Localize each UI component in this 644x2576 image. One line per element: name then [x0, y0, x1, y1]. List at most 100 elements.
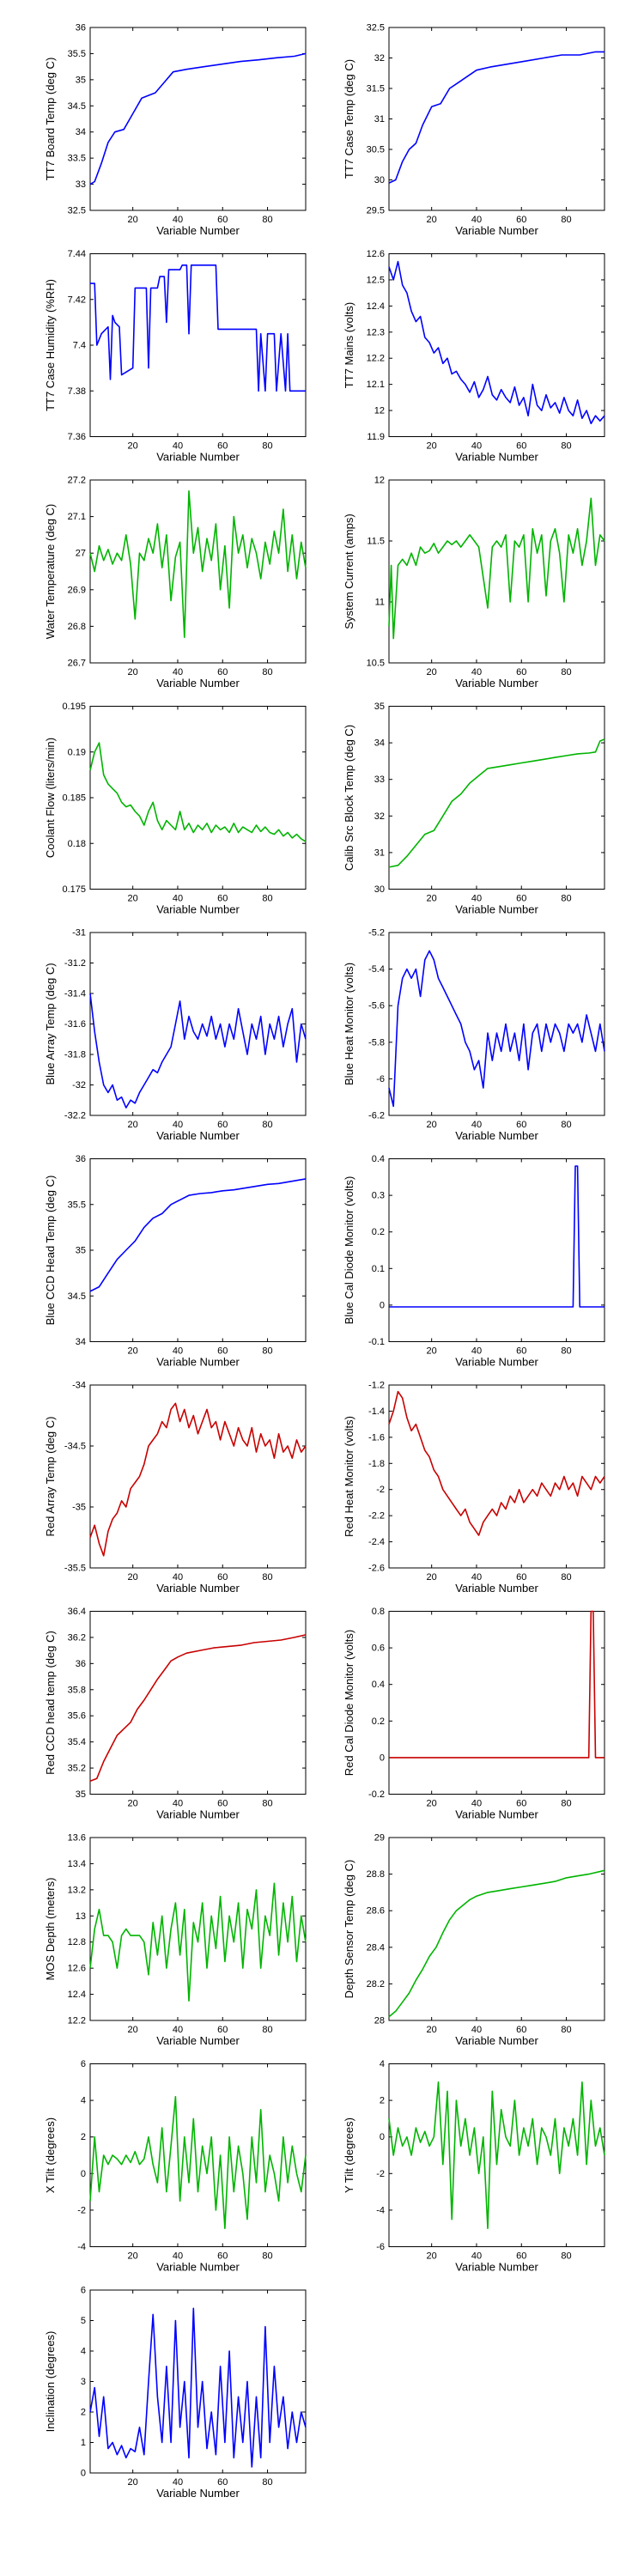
- y-tick-label: 4: [81, 2096, 86, 2106]
- series-line: [89, 1634, 307, 1783]
- y-tick-label: 12.6: [367, 249, 385, 259]
- y-tick-label: 7.4: [73, 341, 86, 351]
- series-line: [388, 950, 605, 1108]
- x-tick-label: 60: [516, 1799, 526, 1809]
- y-tick-label: -6: [376, 1074, 385, 1084]
- y-tick-label: 0.18: [68, 839, 86, 849]
- axes-box: [89, 253, 307, 437]
- y-tick-label: 28: [374, 2016, 385, 2026]
- y-tick-label: 0.195: [62, 702, 86, 712]
- x-tick-label: 80: [262, 2251, 272, 2262]
- y-tick-label: -31.2: [64, 958, 86, 969]
- y-tick-label: -31: [72, 928, 86, 939]
- y-tick-label: 30: [374, 884, 385, 895]
- y-tick-label: 0: [380, 1753, 385, 1763]
- axes-box: [89, 1837, 307, 2021]
- x-axis-label: Variable Number: [156, 2034, 240, 2047]
- chart-panel: 28 28.2 28.4 28.6 28.8 29 20 40 60 80 Variable Num…: [343, 1833, 605, 2047]
- x-tick-label: 80: [561, 2251, 571, 2262]
- y-tick-label: 11.9: [367, 432, 385, 442]
- x-tick-label: 80: [262, 2025, 272, 2035]
- axes-box: [388, 932, 605, 1116]
- x-tick-label: 80: [262, 894, 272, 904]
- x-axis-label: Variable Number: [156, 2487, 240, 2500]
- x-tick-label: 60: [217, 1120, 228, 1130]
- y-tick-label: 2: [380, 2096, 385, 2106]
- x-axis-label: Variable Number: [455, 1129, 538, 1142]
- chart-panel: 0 1 2 3 4 5 6 20 40 60 80 Variable Number Inclinatio…: [44, 2286, 307, 2500]
- y-tick-label: -1.2: [368, 1381, 385, 1391]
- x-tick-label: 40: [173, 894, 183, 904]
- y-tick-label: 4: [380, 2059, 385, 2069]
- series-line: [89, 489, 307, 639]
- axes-box: [89, 2063, 307, 2247]
- y-tick-label: 35.6: [68, 1711, 86, 1722]
- y-axis-label: X Tilt (degrees): [44, 2117, 57, 2193]
- y-tick-label: 27.1: [68, 512, 86, 522]
- y-tick-label: -2: [77, 2205, 86, 2215]
- y-tick-label: 12.6: [68, 1964, 86, 1974]
- series-line: [389, 1610, 605, 1759]
- x-tick-label: 60: [217, 441, 228, 452]
- x-tick-label: 40: [173, 1572, 183, 1583]
- x-axis-label: Variable Number: [455, 2261, 538, 2274]
- x-tick-label: 60: [217, 2477, 228, 2488]
- y-tick-label: -5.4: [368, 964, 385, 975]
- x-tick-label: 20: [128, 1572, 138, 1583]
- y-tick-label: 31.5: [367, 84, 385, 94]
- y-tick-label: 36.4: [68, 1607, 86, 1617]
- axes-box: [89, 1611, 307, 1795]
- series-line: [388, 260, 605, 425]
- y-tick-label: -5.2: [368, 928, 385, 939]
- y-tick-label: 35: [76, 1246, 86, 1256]
- x-tick-label: 20: [128, 1346, 138, 1357]
- y-axis-label: Red Array Temp (deg C): [44, 1417, 57, 1537]
- y-axis-label: Calib Src Block Temp (deg C): [343, 725, 355, 871]
- y-tick-label: 0.6: [372, 1643, 385, 1654]
- y-tick-label: 7.42: [68, 295, 86, 305]
- y-tick-label: 31: [374, 848, 385, 858]
- y-tick-label: 0.8: [372, 1607, 385, 1617]
- y-tick-label: -0.1: [368, 1337, 385, 1347]
- y-tick-label: 29.5: [367, 206, 385, 216]
- y-tick-label: 35: [76, 75, 86, 85]
- x-tick-label: 20: [128, 2251, 138, 2262]
- x-tick-label: 40: [173, 441, 183, 452]
- x-tick-label: 80: [561, 441, 571, 452]
- y-axis-label: Blue Array Temp (deg C): [44, 963, 57, 1084]
- y-tick-label: 2: [81, 2132, 86, 2142]
- y-tick-label: 27.2: [68, 476, 86, 486]
- y-tick-label: 33.5: [68, 154, 86, 164]
- x-tick-label: 40: [471, 667, 482, 677]
- x-tick-label: 60: [217, 1572, 228, 1583]
- y-tick-label: 0.4: [372, 1154, 385, 1164]
- y-tick-label: 12.8: [68, 1937, 86, 1947]
- x-tick-label: 20: [427, 441, 437, 452]
- y-tick-label: -31.4: [64, 989, 86, 999]
- x-tick-label: 60: [217, 2025, 228, 2035]
- x-tick-label: 60: [516, 2025, 526, 2035]
- series-line: [89, 2096, 307, 2229]
- x-tick-label: 60: [217, 1799, 228, 1809]
- x-tick-label: 20: [427, 894, 437, 904]
- axes-box: [388, 1158, 605, 1342]
- x-tick-label: 80: [561, 2025, 571, 2035]
- x-tick-label: 80: [262, 667, 272, 677]
- y-tick-label: -2.6: [368, 1564, 385, 1574]
- x-tick-label: 20: [128, 215, 138, 225]
- axes-box: [89, 1384, 307, 1569]
- x-tick-label: 80: [561, 894, 571, 904]
- x-tick-label: 40: [471, 1346, 482, 1357]
- x-axis-label: Variable Number: [156, 2261, 240, 2274]
- series-line: [89, 1402, 307, 1557]
- axes-box: [388, 706, 605, 890]
- y-tick-label: 11.5: [367, 537, 385, 547]
- x-tick-label: 60: [217, 215, 228, 225]
- y-tick-label: -6.2: [368, 1111, 385, 1121]
- x-tick-label: 20: [427, 2251, 437, 2262]
- y-tick-label: 28.4: [367, 1942, 385, 1953]
- y-tick-label: 0.185: [62, 793, 86, 804]
- y-tick-label: -1.8: [368, 1459, 385, 1469]
- axes-box: [388, 479, 605, 664]
- y-tick-label: -4: [77, 2242, 86, 2252]
